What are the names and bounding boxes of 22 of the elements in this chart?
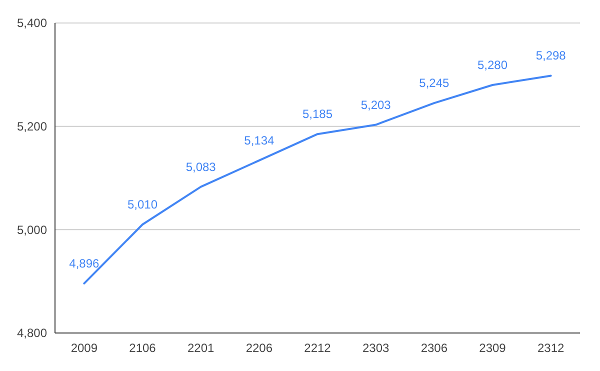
x-tick-label: 2303: [362, 341, 390, 355]
data-label: 5,280: [477, 58, 508, 72]
data-label: 5,203: [360, 98, 392, 112]
data-label: 5,083: [186, 160, 216, 174]
x-tick-label: 2309: [479, 341, 506, 355]
x-tick-label: 2312: [537, 341, 565, 355]
data-label: 5,245: [419, 76, 450, 90]
data-label: 5,298: [536, 48, 566, 63]
y-tick-label: 5,400: [16, 16, 48, 30]
x-tick-label: 2306: [420, 341, 448, 355]
data-label: 4,896: [69, 256, 100, 270]
x-tick-label: 2212: [304, 341, 332, 355]
data-label: 5,185: [302, 107, 333, 122]
x-tick-label: 2206: [246, 341, 273, 355]
x-tick-label: 2106: [129, 341, 156, 355]
data-label: 5,010: [127, 198, 158, 212]
data-label: 5,134: [244, 133, 275, 148]
y-tick-label: 5,000: [16, 222, 48, 237]
y-tick-label: 5,200: [16, 120, 48, 134]
x-tick-label: 2009: [70, 341, 98, 355]
y-tick-label: 4,800: [16, 326, 48, 340]
x-tick-label: 2201: [187, 341, 215, 355]
